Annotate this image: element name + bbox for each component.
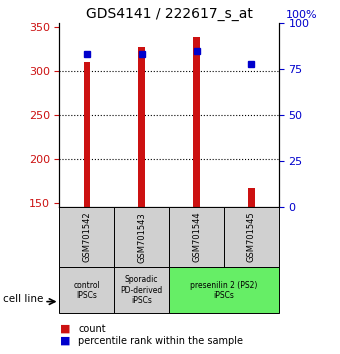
Bar	[114, 207, 169, 267]
Text: ■: ■	[59, 336, 70, 346]
Bar	[114, 267, 169, 313]
Bar	[169, 207, 224, 267]
Bar	[59, 207, 114, 267]
Bar	[59, 267, 114, 313]
Text: ■: ■	[59, 324, 70, 333]
Text: GSM701542: GSM701542	[82, 212, 91, 263]
Bar	[169, 267, 279, 313]
Text: percentile rank within the sample: percentile rank within the sample	[78, 336, 243, 346]
Bar	[248, 188, 255, 207]
Bar	[84, 62, 90, 207]
Bar	[193, 37, 200, 207]
Bar	[224, 207, 279, 267]
Bar	[138, 47, 145, 207]
Text: GSM701545: GSM701545	[247, 212, 256, 263]
Text: GSM701543: GSM701543	[137, 212, 146, 263]
Text: presenilin 2 (PS2)
iPSCs: presenilin 2 (PS2) iPSCs	[190, 281, 258, 300]
Text: 100%: 100%	[286, 10, 317, 20]
Title: GDS4141 / 222617_s_at: GDS4141 / 222617_s_at	[86, 7, 253, 21]
Text: Sporadic
PD-derived
iPSCs: Sporadic PD-derived iPSCs	[121, 275, 163, 305]
Text: GSM701544: GSM701544	[192, 212, 201, 263]
Text: cell line: cell line	[3, 294, 44, 304]
Text: count: count	[78, 324, 106, 333]
Text: control
IPSCs: control IPSCs	[73, 281, 100, 300]
